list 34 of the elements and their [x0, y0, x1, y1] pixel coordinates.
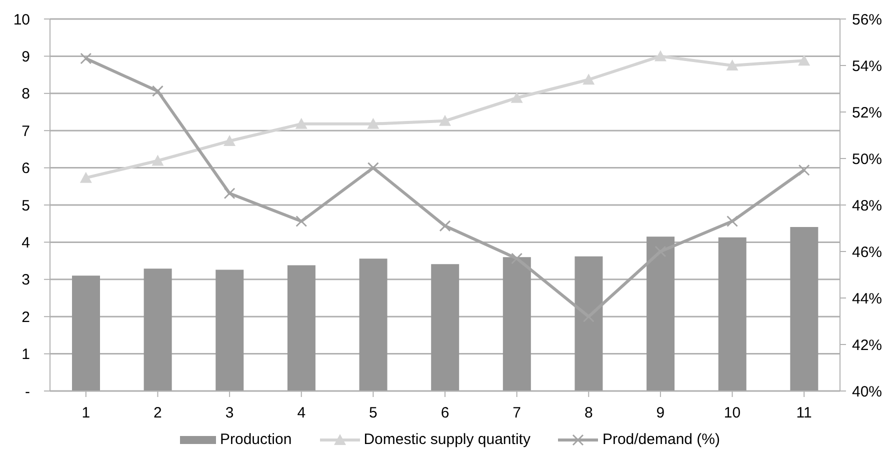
x-tick-label: 11 — [796, 404, 812, 422]
x-tick-label: 6 — [440, 404, 450, 422]
y2-tick-label: 54% — [852, 58, 882, 75]
x-tick-label: 9 — [656, 404, 665, 422]
x-tick-label: 4 — [297, 404, 306, 422]
legend-label: Production — [220, 431, 292, 448]
y-tick-label: 4 — [22, 234, 30, 252]
y-tick-label: 2 — [22, 308, 30, 326]
y-tick-label: 9 — [22, 48, 30, 66]
legend-label: Domestic supply quantity — [364, 431, 530, 448]
y-tick-label: - — [25, 383, 30, 400]
x-tick-label: 3 — [225, 404, 234, 422]
y-tick-label: 8 — [22, 86, 30, 103]
x-tick-label: 7 — [512, 404, 521, 422]
y2-tick-label: 40% — [852, 383, 882, 400]
x-tick-label: 8 — [584, 404, 593, 422]
y2-tick-label: 56% — [852, 11, 882, 28]
x-tick-label: 1 — [82, 404, 90, 422]
y-tick-label: 3 — [22, 272, 30, 289]
y-tick-label: 10 — [13, 11, 30, 28]
x-tick-label: 2 — [154, 404, 162, 422]
y-tick-label: 5 — [22, 197, 30, 214]
y-tick-label: 1 — [22, 346, 30, 364]
y2-tick-label: 42% — [852, 336, 882, 354]
y2-tick-label: 44% — [852, 290, 882, 308]
y-tick-label: 7 — [22, 122, 30, 140]
y2-tick-label: 52% — [852, 104, 882, 122]
y2-tick-label: 46% — [852, 244, 882, 261]
x-tick-label: 10 — [724, 404, 741, 422]
legend-label: Prod/demand (%) — [602, 431, 720, 448]
y2-tick-label: 48% — [852, 197, 882, 214]
x-tick-label: 5 — [369, 404, 378, 422]
y2-tick-label: 50% — [852, 150, 882, 168]
y-tick-label: 6 — [22, 160, 30, 178]
